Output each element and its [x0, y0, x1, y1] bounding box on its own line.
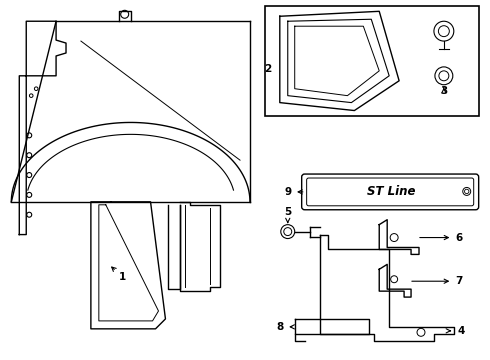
Text: 4: 4 — [446, 326, 465, 336]
FancyBboxPatch shape — [307, 178, 474, 206]
Text: 7: 7 — [412, 276, 463, 286]
Text: ST Line: ST Line — [367, 185, 416, 198]
FancyBboxPatch shape — [302, 174, 479, 210]
Text: 5: 5 — [284, 207, 292, 223]
Text: 2: 2 — [264, 64, 271, 74]
Text: 1: 1 — [112, 267, 126, 282]
Text: 8: 8 — [276, 322, 294, 332]
Text: 6: 6 — [420, 233, 463, 243]
Text: 3: 3 — [440, 86, 447, 96]
Text: 9: 9 — [284, 187, 303, 197]
FancyBboxPatch shape — [265, 6, 479, 116]
